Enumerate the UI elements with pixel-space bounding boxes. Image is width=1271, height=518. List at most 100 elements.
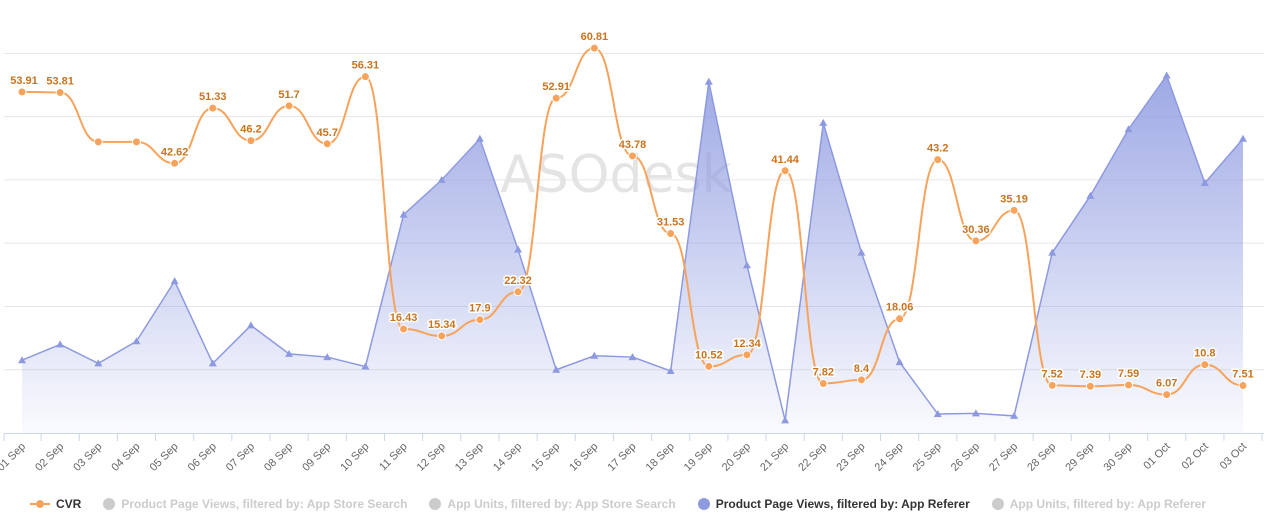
area-point[interactable]	[704, 77, 713, 85]
cvr-point[interactable]	[93, 137, 103, 147]
cvr-point[interactable]	[1085, 381, 1095, 391]
cvr-point[interactable]	[513, 287, 523, 297]
area-point[interactable]	[246, 321, 255, 329]
cvr-point[interactable]	[856, 375, 866, 385]
cvr-point[interactable]	[780, 166, 790, 176]
cvr-point[interactable]	[284, 101, 294, 111]
cvr-point[interactable]	[360, 72, 370, 82]
x-tick-label: 02 Sep	[33, 441, 66, 474]
area-point[interactable]	[285, 349, 294, 357]
cvr-point[interactable]	[1162, 390, 1172, 400]
area-point[interactable]	[475, 134, 484, 142]
cvr-data-label: 7.82	[813, 367, 834, 379]
legend-item[interactable]: CVR	[30, 497, 81, 511]
cvr-point[interactable]	[589, 43, 599, 53]
area-point[interactable]	[323, 353, 332, 361]
cvr-point[interactable]	[666, 228, 676, 238]
area-point[interactable]	[971, 409, 980, 417]
cvr-point[interactable]	[246, 136, 256, 146]
area-point[interactable]	[437, 175, 446, 183]
cvr-data-label: 18.06	[886, 302, 914, 314]
area-point[interactable]	[132, 337, 141, 345]
legend-label: Product Page Views, filtered by: App Ref…	[715, 497, 970, 511]
cvr-point[interactable]	[933, 155, 943, 165]
x-tick-label: 07 Sep	[224, 441, 257, 474]
legend-label: App Units, filtered by: App Referer	[1009, 497, 1207, 511]
cvr-data-label: 8.4	[854, 363, 870, 375]
cvr-chart: ASOdesk 01 Sep 02 Sep 03 Sep 04 Sep 05 Sep 06…	[0, 30, 1264, 474]
area-point[interactable]	[628, 353, 637, 361]
area-point[interactable]	[170, 277, 179, 285]
cvr-point[interactable]	[551, 93, 561, 103]
cvr-data-label: 51.7	[278, 89, 299, 101]
cvr-point[interactable]	[1238, 380, 1248, 390]
cvr-point[interactable]	[170, 158, 180, 168]
legend-dot-icon	[429, 498, 442, 510]
cvr-point[interactable]	[742, 350, 752, 360]
cvr-point[interactable]	[131, 137, 141, 147]
x-tick-label: 06 Sep	[186, 441, 219, 474]
cvr-data-label: 46.2	[240, 124, 261, 136]
cvr-point[interactable]	[17, 87, 27, 97]
area-point[interactable]	[781, 416, 790, 424]
legend-item[interactable]: App Units, filtered by: App Referer	[991, 497, 1207, 511]
area-point[interactable]	[208, 359, 217, 367]
x-tick-label: 30 Sep	[1102, 441, 1135, 474]
x-tick-label: 02 Oct	[1180, 441, 1211, 472]
cvr-data-label: 35.19	[1000, 193, 1028, 205]
cvr-point[interactable]	[399, 324, 409, 334]
area-point[interactable]	[552, 365, 561, 373]
area-point[interactable]	[399, 210, 408, 218]
cvr-point[interactable]	[704, 361, 714, 371]
cvr-point[interactable]	[55, 87, 65, 97]
x-tick-label: 23 Sep	[834, 441, 867, 474]
cvr-point[interactable]	[322, 139, 332, 149]
area-point[interactable]	[1124, 125, 1133, 133]
cvr-point[interactable]	[818, 379, 828, 389]
area-point[interactable]	[361, 362, 370, 370]
area-point[interactable]	[18, 356, 26, 364]
area-point[interactable]	[94, 359, 103, 367]
area-point[interactable]	[1162, 71, 1171, 79]
chart-legend: CVR Product Page Views, filtered by: App …	[0, 494, 1271, 514]
cvr-point[interactable]	[1009, 205, 1019, 215]
x-tick-label: 03 Sep	[71, 441, 104, 474]
cvr-data-label: 10.52	[695, 349, 723, 361]
cvr-point[interactable]	[1124, 380, 1134, 390]
area-point[interactable]	[895, 358, 904, 366]
cvr-point[interactable]	[208, 103, 218, 113]
area-point[interactable]	[933, 410, 942, 418]
area-point[interactable]	[1010, 411, 1019, 419]
x-tick-label: 22 Sep	[796, 441, 829, 474]
cvr-point[interactable]	[971, 236, 981, 246]
cvr-data-label: 7.52	[1042, 368, 1063, 380]
area-point[interactable]	[1048, 248, 1057, 256]
area-point[interactable]	[857, 248, 866, 256]
area-point[interactable]	[56, 340, 65, 348]
cvr-point[interactable]	[1200, 360, 1210, 370]
cvr-point[interactable]	[628, 151, 637, 161]
area-point[interactable]	[1086, 191, 1095, 199]
cvr-data-label: 7.51	[1232, 368, 1253, 380]
area-point[interactable]	[666, 366, 675, 374]
cvr-data-label: 16.43	[390, 312, 418, 324]
area-point[interactable]	[1239, 134, 1247, 142]
cvr-point[interactable]	[895, 314, 905, 324]
legend-item[interactable]: Product Page Views, filtered by: App Sto…	[103, 497, 407, 511]
area-point[interactable]	[1200, 179, 1209, 187]
legend-label: Product Page Views, filtered by: App Sto…	[121, 497, 408, 511]
cvr-data-label: 51.33	[199, 91, 227, 103]
cvr-point[interactable]	[437, 331, 447, 341]
cvr-point[interactable]	[475, 315, 485, 325]
cvr-point[interactable]	[1047, 380, 1057, 390]
area-point[interactable]	[742, 261, 751, 269]
cvr-data-label: 52.91	[542, 81, 570, 93]
area-point[interactable]	[819, 118, 828, 126]
x-tick-label: 19 Sep	[682, 441, 715, 474]
legend-item[interactable]: App Units, filtered by: App Store Search	[429, 497, 676, 511]
area-point[interactable]	[590, 351, 599, 359]
legend-item[interactable]: Product Page Views, filtered by: App Ref…	[697, 497, 970, 511]
x-tick-label: 12 Sep	[415, 441, 448, 474]
area-point[interactable]	[514, 245, 523, 253]
